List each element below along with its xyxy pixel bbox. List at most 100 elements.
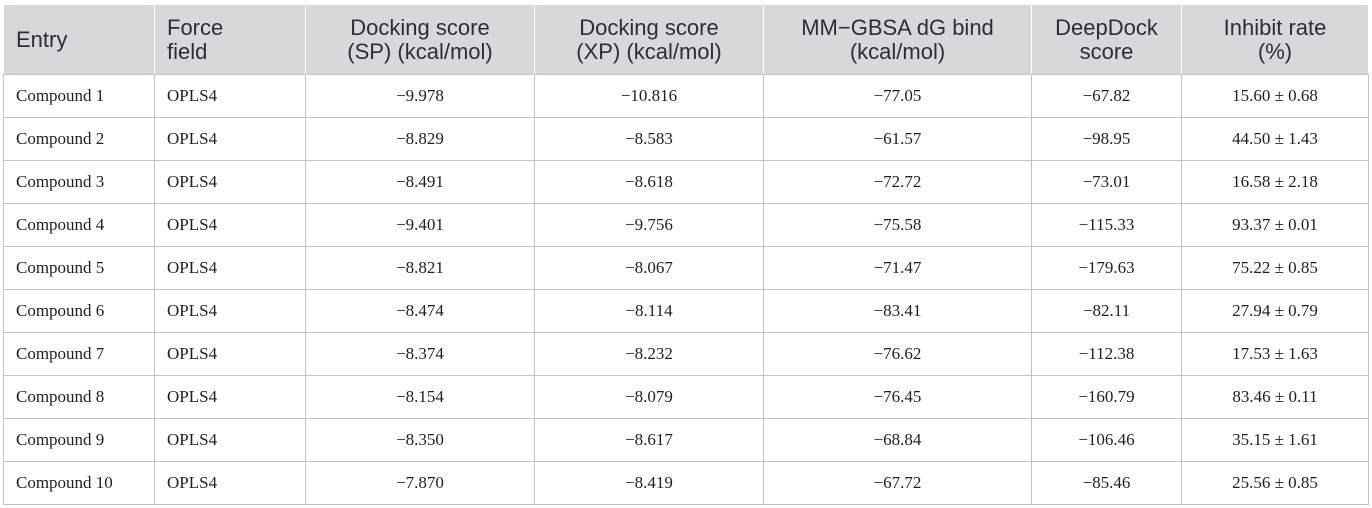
- cell-inhibit-rate: 27.94 ± 0.79: [1181, 289, 1369, 333]
- cell-docking-xp: −8.419: [534, 461, 764, 505]
- header-inhibit-rate-line1: Inhibit rate: [1223, 14, 1327, 40]
- header-force-field-line2: field: [167, 38, 208, 64]
- cell-docking-xp: −8.617: [534, 418, 764, 462]
- header-force-field-line1: Force: [167, 14, 224, 40]
- cell-force-field: OPLS4: [154, 418, 306, 462]
- table-row: Compound 3 OPLS4 −8.491 −8.618 −72.72 −7…: [3, 160, 1369, 204]
- cell-entry: Compound 2: [3, 117, 155, 161]
- cell-docking-xp: −8.618: [534, 160, 764, 204]
- cell-docking-sp: −8.491: [305, 160, 535, 204]
- cell-entry: Compound 5: [3, 246, 155, 290]
- table-row: Compound 4 OPLS4 −9.401 −9.756 −75.58 −1…: [3, 203, 1369, 247]
- cell-docking-sp: −9.978: [305, 74, 535, 118]
- table-row: Compound 5 OPLS4 −8.821 −8.067 −71.47 −1…: [3, 246, 1369, 290]
- table-header: Entry Force field Docking score (SP) (kc…: [3, 4, 1369, 75]
- header-docking-sp: Docking score (SP) (kcal/mol): [305, 4, 535, 75]
- cell-inhibit-rate: 83.46 ± 0.11: [1181, 375, 1369, 419]
- cell-mmgbsa: −83.41: [763, 289, 1032, 333]
- table-row: Compound 8 OPLS4 −8.154 −8.079 −76.45 −1…: [3, 375, 1369, 419]
- cell-entry: Compound 9: [3, 418, 155, 462]
- header-docking-sp-line1: Docking score: [350, 14, 490, 40]
- header-entry: Entry: [3, 4, 155, 75]
- table-row: Compound 9 OPLS4 −8.350 −8.617 −68.84 −1…: [3, 418, 1369, 462]
- cell-deepdock: −106.46: [1031, 418, 1182, 462]
- cell-deepdock: −160.79: [1031, 375, 1182, 419]
- table-row: Compound 2 OPLS4 −8.829 −8.583 −61.57 −9…: [3, 117, 1369, 161]
- cell-mmgbsa: −77.05: [763, 74, 1032, 118]
- data-table-container: Entry Force field Docking score (SP) (kc…: [3, 4, 1369, 505]
- cell-inhibit-rate: 35.15 ± 1.61: [1181, 418, 1369, 462]
- table-row: Compound 10 OPLS4 −7.870 −8.419 −67.72 −…: [3, 461, 1369, 505]
- header-entry-line1: Entry: [16, 26, 68, 52]
- cell-docking-sp: −7.870: [305, 461, 535, 505]
- header-docking-xp: Docking score (XP) (kcal/mol): [534, 4, 764, 75]
- table-row: Compound 6 OPLS4 −8.474 −8.114 −83.41 −8…: [3, 289, 1369, 333]
- cell-docking-xp: −8.232: [534, 332, 764, 376]
- header-inhibit-rate-line2: (%): [1257, 38, 1293, 64]
- cell-docking-xp: −8.114: [534, 289, 764, 333]
- cell-deepdock: −179.63: [1031, 246, 1182, 290]
- cell-mmgbsa: −72.72: [763, 160, 1032, 204]
- cell-docking-xp: −8.067: [534, 246, 764, 290]
- cell-entry: Compound 10: [3, 461, 155, 505]
- cell-docking-xp: −9.756: [534, 203, 764, 247]
- cell-entry: Compound 3: [3, 160, 155, 204]
- cell-deepdock: −73.01: [1031, 160, 1182, 204]
- cell-force-field: OPLS4: [154, 375, 306, 419]
- cell-mmgbsa: −75.58: [763, 203, 1032, 247]
- cell-force-field: OPLS4: [154, 246, 306, 290]
- cell-docking-sp: −8.474: [305, 289, 535, 333]
- cell-deepdock: −115.33: [1031, 203, 1182, 247]
- cell-docking-xp: −8.583: [534, 117, 764, 161]
- cell-entry: Compound 6: [3, 289, 155, 333]
- header-force-field: Force field: [154, 4, 306, 75]
- cell-deepdock: −85.46: [1031, 461, 1182, 505]
- header-docking-sp-line2: (SP) (kcal/mol): [347, 38, 493, 64]
- cell-mmgbsa: −71.47: [763, 246, 1032, 290]
- header-inhibit-rate: Inhibit rate (%): [1181, 4, 1369, 75]
- cell-inhibit-rate: 15.60 ± 0.68: [1181, 74, 1369, 118]
- cell-force-field: OPLS4: [154, 289, 306, 333]
- cell-entry: Compound 7: [3, 332, 155, 376]
- cell-deepdock: −67.82: [1031, 74, 1182, 118]
- cell-inhibit-rate: 17.53 ± 1.63: [1181, 332, 1369, 376]
- cell-force-field: OPLS4: [154, 461, 306, 505]
- cell-docking-sp: −9.401: [305, 203, 535, 247]
- cell-docking-sp: −8.829: [305, 117, 535, 161]
- cell-deepdock: −82.11: [1031, 289, 1182, 333]
- header-deepdock-line2: score: [1079, 38, 1134, 64]
- cell-force-field: OPLS4: [154, 203, 306, 247]
- cell-entry: Compound 4: [3, 203, 155, 247]
- cell-docking-sp: −8.350: [305, 418, 535, 462]
- table-body: Compound 1 OPLS4 −9.978 −10.816 −77.05 −…: [3, 74, 1369, 505]
- header-deepdock-line1: DeepDock: [1055, 14, 1158, 40]
- cell-mmgbsa: −76.45: [763, 375, 1032, 419]
- cell-entry: Compound 1: [3, 74, 155, 118]
- cell-docking-sp: −8.374: [305, 332, 535, 376]
- cell-docking-sp: −8.154: [305, 375, 535, 419]
- header-deepdock: DeepDock score: [1031, 4, 1182, 75]
- header-docking-xp-line1: Docking score: [579, 14, 719, 40]
- cell-inhibit-rate: 44.50 ± 1.43: [1181, 117, 1369, 161]
- table-row: Compound 7 OPLS4 −8.374 −8.232 −76.62 −1…: [3, 332, 1369, 376]
- header-mmgbsa-line2: (kcal/mol): [849, 38, 946, 64]
- cell-force-field: OPLS4: [154, 74, 306, 118]
- cell-force-field: OPLS4: [154, 117, 306, 161]
- cell-inhibit-rate: 93.37 ± 0.01: [1181, 203, 1369, 247]
- cell-inhibit-rate: 16.58 ± 2.18: [1181, 160, 1369, 204]
- cell-mmgbsa: −68.84: [763, 418, 1032, 462]
- cell-docking-sp: −8.821: [305, 246, 535, 290]
- table-row: Compound 1 OPLS4 −9.978 −10.816 −77.05 −…: [3, 74, 1369, 118]
- header-mmgbsa-line1: MM−GBSA dG bind: [801, 14, 994, 40]
- cell-force-field: OPLS4: [154, 332, 306, 376]
- cell-force-field: OPLS4: [154, 160, 306, 204]
- cell-docking-xp: −10.816: [534, 74, 764, 118]
- cell-entry: Compound 8: [3, 375, 155, 419]
- cell-inhibit-rate: 75.22 ± 0.85: [1181, 246, 1369, 290]
- header-docking-xp-line2: (XP) (kcal/mol): [576, 38, 722, 64]
- cell-deepdock: −98.95: [1031, 117, 1182, 161]
- cell-mmgbsa: −76.62: [763, 332, 1032, 376]
- cell-inhibit-rate: 25.56 ± 0.85: [1181, 461, 1369, 505]
- header-mmgbsa: MM−GBSA dG bind (kcal/mol): [763, 4, 1032, 75]
- cell-docking-xp: −8.079: [534, 375, 764, 419]
